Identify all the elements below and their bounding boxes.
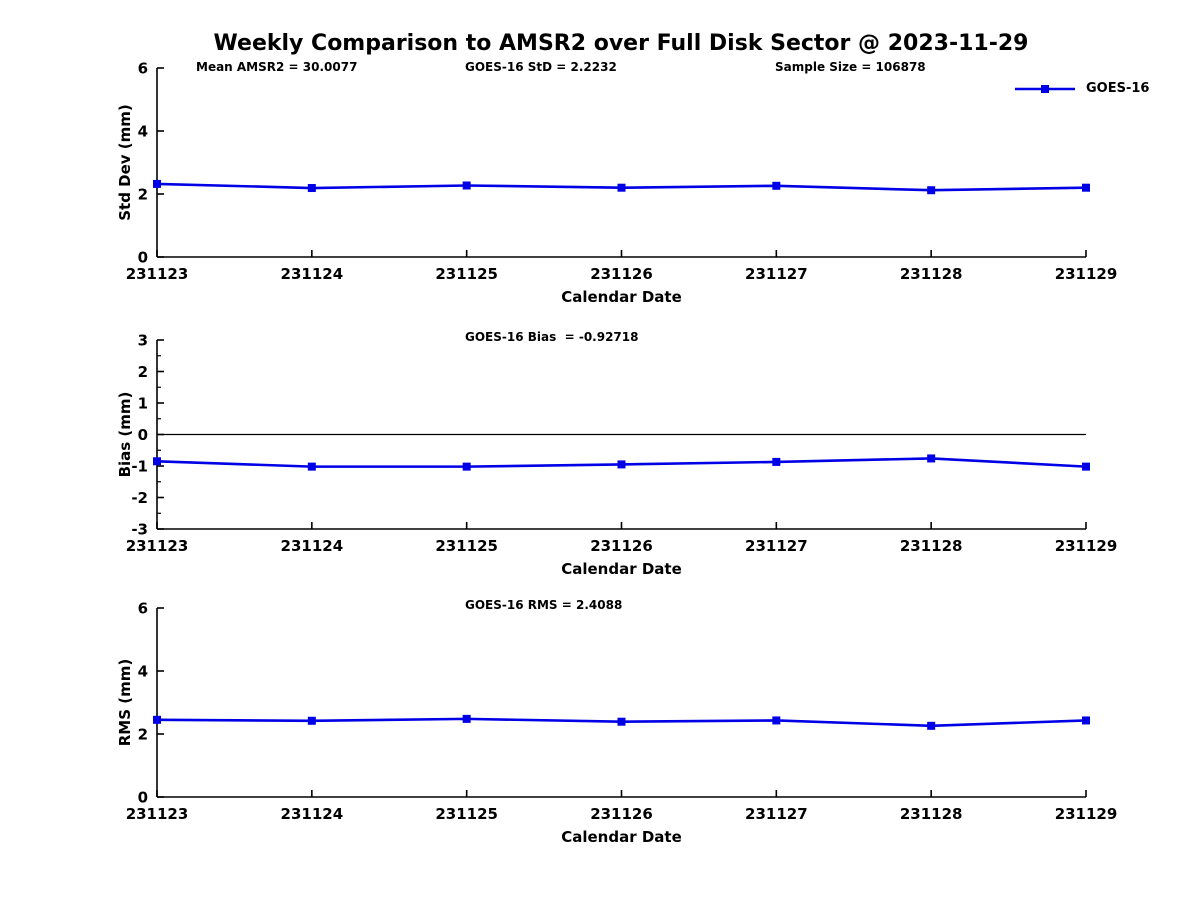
subplot-std_dev: 0 2 4 6 231123 231124 231125 231126 231127 231128… bbox=[116, 60, 1117, 307]
annotation-mean-amsr2: Mean AMSR2 = 30.0077 bbox=[196, 60, 358, 74]
x-tick-label: 231125 bbox=[435, 805, 498, 823]
x-tick-label: 231123 bbox=[126, 805, 189, 823]
y-tick-label: 3 bbox=[138, 332, 148, 350]
data-point bbox=[307, 716, 316, 725]
annotation-goes16-rms: GOES-16 RMS = 2.4088 bbox=[465, 598, 623, 612]
data-point bbox=[927, 454, 936, 463]
x-tick-label: 231123 bbox=[126, 537, 189, 555]
data-point bbox=[927, 721, 936, 730]
x-tick-label: 231127 bbox=[745, 805, 808, 823]
x-tick-label: 231128 bbox=[900, 537, 963, 555]
data-point bbox=[1082, 716, 1090, 725]
legend-line-sample bbox=[1015, 84, 1075, 93]
y-tick-label: 1 bbox=[138, 395, 148, 413]
x-tick-label: 231125 bbox=[435, 265, 498, 283]
annotation-sample-size: Sample Size = 106878 bbox=[775, 60, 926, 74]
x-tick-label: 231129 bbox=[1055, 805, 1118, 823]
data-point bbox=[462, 462, 471, 471]
x-tick-label: 231128 bbox=[900, 265, 963, 283]
y-tick-label: 0 bbox=[138, 249, 148, 267]
data-point bbox=[772, 181, 781, 190]
x-tick-label: 231124 bbox=[281, 265, 344, 283]
x-tick-label: 231129 bbox=[1055, 265, 1118, 283]
data-point bbox=[307, 184, 316, 193]
y-tick-label: -2 bbox=[131, 489, 148, 507]
data-point bbox=[617, 717, 626, 726]
y-tick-label: -1 bbox=[131, 458, 148, 476]
data-point bbox=[927, 186, 936, 195]
x-axis-title: Calendar Date bbox=[561, 288, 682, 306]
legend-label: GOES-16 bbox=[1086, 81, 1150, 96]
x-axis-title: Calendar Date bbox=[561, 560, 682, 578]
y-axis-title: Std Dev (mm) bbox=[116, 104, 134, 221]
data-point bbox=[462, 714, 471, 723]
y-tick-label: 6 bbox=[138, 60, 148, 78]
data-point bbox=[153, 179, 161, 188]
y-tick-label: 4 bbox=[138, 123, 148, 141]
data-point bbox=[153, 715, 161, 724]
data-point bbox=[772, 716, 781, 725]
x-tick-label: 231127 bbox=[745, 537, 808, 555]
data-point bbox=[153, 457, 161, 466]
y-axis-title: Bias (mm) bbox=[116, 392, 134, 478]
x-tick-label: 231126 bbox=[590, 265, 653, 283]
x-tick-label: 231126 bbox=[590, 537, 653, 555]
data-point bbox=[307, 462, 316, 471]
x-tick-label: 231127 bbox=[745, 265, 808, 283]
y-tick-label: 0 bbox=[138, 426, 148, 444]
x-tick-label: 231124 bbox=[281, 805, 344, 823]
x-axis-title: Calendar Date bbox=[561, 828, 682, 846]
annotation-goes16-bias: GOES-16 Bias = -0.92718 bbox=[465, 330, 639, 344]
data-point bbox=[1082, 462, 1090, 471]
y-tick-label: -3 bbox=[131, 521, 148, 539]
y-tick-label: 2 bbox=[138, 186, 148, 204]
y-tick-label: 6 bbox=[138, 600, 148, 618]
y-tick-label: 4 bbox=[138, 663, 148, 681]
data-point bbox=[617, 183, 626, 192]
x-tick-label: 231129 bbox=[1055, 537, 1118, 555]
x-tick-label: 231123 bbox=[126, 265, 189, 283]
y-tick-label: 2 bbox=[138, 726, 148, 744]
data-point bbox=[772, 457, 781, 466]
data-point bbox=[462, 181, 471, 190]
x-tick-label: 231124 bbox=[281, 537, 344, 555]
y-tick-label: 0 bbox=[138, 789, 148, 807]
legend: GOES-16 bbox=[1013, 81, 1149, 96]
data-point bbox=[617, 460, 626, 469]
x-tick-label: 231128 bbox=[900, 805, 963, 823]
annotation-goes16-std: GOES-16 StD = 2.2232 bbox=[465, 60, 617, 74]
chart-title: Weekly Comparison to AMSR2 over Full Dis… bbox=[213, 31, 1029, 56]
y-axis-title: RMS (mm) bbox=[116, 659, 134, 746]
legend-marker-icon bbox=[1041, 84, 1049, 93]
subplot-rms: 0 2 4 6 231123 231124 231125 231126 231127 231128… bbox=[116, 600, 1117, 847]
x-tick-label: 231125 bbox=[435, 537, 498, 555]
x-tick-label: 231126 bbox=[590, 805, 653, 823]
subplot-bias: -3 -2 -1 0 1 2 3 231123 231124 231125 231126 231127… bbox=[116, 332, 1117, 579]
y-tick-label: 2 bbox=[138, 363, 148, 381]
data-point bbox=[1082, 183, 1090, 192]
